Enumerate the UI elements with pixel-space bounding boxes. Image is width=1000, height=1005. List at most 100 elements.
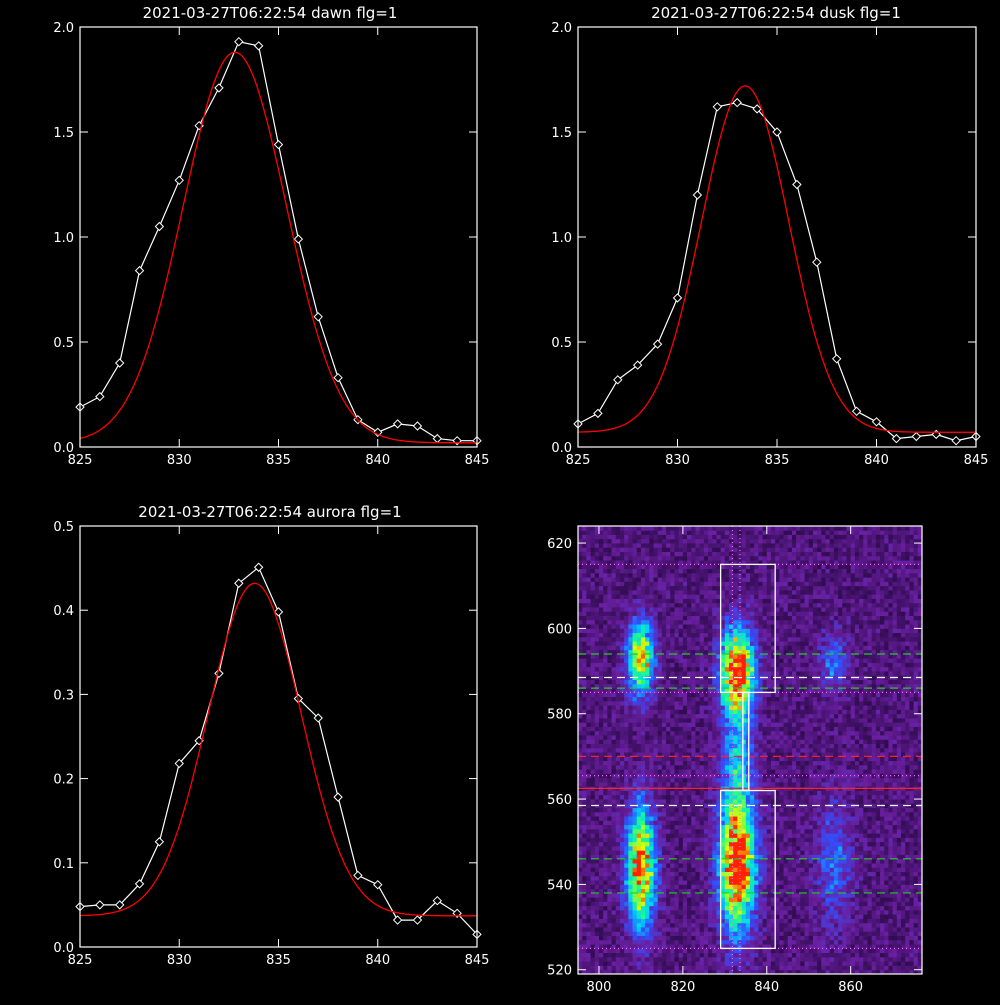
- heatmap-cell: [758, 850, 763, 855]
- heatmap-cell: [591, 953, 596, 958]
- heatmap-cell: [695, 893, 700, 898]
- heatmap-cell: [586, 620, 591, 625]
- heatmap-cell: [666, 940, 671, 945]
- heatmap-cell: [607, 569, 612, 574]
- heatmap-cell: [674, 637, 679, 642]
- heatmap-cell: [712, 611, 717, 616]
- heatmap-cell: [700, 901, 705, 906]
- heatmap-cell: [733, 709, 738, 714]
- heatmap-cell: [654, 607, 659, 612]
- heatmap-cell: [654, 914, 659, 919]
- heatmap-cell: [582, 842, 587, 847]
- heatmap-cell: [746, 927, 751, 932]
- heatmap-cell: [721, 543, 726, 548]
- heatmap-cell: [641, 927, 646, 932]
- heatmap-cell: [767, 833, 772, 838]
- heatmap-cell: [763, 641, 768, 646]
- heatmap-cell: [649, 543, 654, 548]
- heatmap-cell: [666, 859, 671, 864]
- heatmap-cell: [599, 919, 604, 924]
- heatmap-cell: [603, 867, 608, 872]
- heatmap-cell: [763, 722, 768, 727]
- heatmap-cell: [658, 535, 663, 540]
- heatmap-cell: [620, 884, 625, 889]
- heatmap-cell: [641, 727, 646, 732]
- heatmap-cell: [670, 940, 675, 945]
- heatmap-cell: [687, 863, 692, 868]
- heatmap-cell: [628, 731, 633, 736]
- heatmap-cell: [763, 833, 768, 838]
- heatmap-cell: [679, 910, 684, 915]
- heatmap-cell: [767, 735, 772, 740]
- heatmap-cell: [612, 795, 617, 800]
- heatmap-cell: [641, 701, 646, 706]
- heatmap-cell: [662, 825, 667, 830]
- heatmap-cell: [746, 859, 751, 864]
- heatmap-cell: [750, 795, 755, 800]
- heatmap-cell: [746, 837, 751, 842]
- heatmap-cell: [620, 731, 625, 736]
- heatmap-cell: [591, 611, 596, 616]
- heatmap-cell: [645, 872, 650, 877]
- heatmap-cell: [763, 731, 768, 736]
- heatmap-cell: [620, 641, 625, 646]
- heatmap-cell: [603, 829, 608, 834]
- heatmap-cell: [624, 573, 629, 578]
- heatmap-cell: [700, 948, 705, 953]
- heatmap-cell: [763, 586, 768, 591]
- heatmap-cell: [662, 671, 667, 676]
- heatmap-cell: [733, 901, 738, 906]
- heatmap-cell: [666, 897, 671, 902]
- heatmap-cell: [712, 825, 717, 830]
- heatmap-cell: [725, 761, 730, 766]
- heatmap-cell: [586, 654, 591, 659]
- heatmap-cell: [662, 530, 667, 535]
- heatmap-cell: [670, 872, 675, 877]
- heatmap-cell: [721, 620, 726, 625]
- heatmap-cell: [662, 680, 667, 685]
- heatmap-cell: [586, 556, 591, 561]
- aurora-data-point: [96, 901, 104, 909]
- heatmap-cell: [750, 526, 755, 531]
- heatmap-cell: [725, 893, 730, 898]
- heatmap-cell: [708, 893, 713, 898]
- heatmap-cell: [645, 663, 650, 668]
- heatmap-cell: [708, 744, 713, 749]
- heatmap-cell: [591, 628, 596, 633]
- heatmap-cell: [586, 940, 591, 945]
- heatmap-cell: [645, 633, 650, 638]
- heatmap-cell: [662, 705, 667, 710]
- heatmap-cell: [662, 701, 667, 706]
- heatmap-cell: [645, 671, 650, 676]
- heatmap-cell: [624, 897, 629, 902]
- heatmap-cell: [670, 765, 675, 770]
- heatmap-cell: [683, 914, 688, 919]
- heatmap-cell: [708, 829, 713, 834]
- heatmap-cell: [712, 842, 717, 847]
- heatmap-cell: [746, 645, 751, 650]
- heatmap-cell: [725, 957, 730, 962]
- heatmap-cell: [691, 820, 696, 825]
- heatmap-cell: [607, 769, 612, 774]
- heatmap-cell: [687, 727, 692, 732]
- heatmap-cell: [746, 820, 751, 825]
- heatmap-cell: [767, 795, 772, 800]
- heatmap-cell: [607, 718, 612, 723]
- heatmap-cell: [750, 897, 755, 902]
- heatmap-cell: [658, 594, 663, 599]
- heatmap-cell: [641, 842, 646, 847]
- heatmap-cell: [683, 526, 688, 531]
- heatmap-cell: [695, 906, 700, 911]
- heatmap-cell: [704, 530, 709, 535]
- heatmap-cell: [645, 923, 650, 928]
- heatmap-cell: [620, 633, 625, 638]
- heatmap-cell: [658, 663, 663, 668]
- heatmap-cell: [687, 739, 692, 744]
- heatmap-cell: [674, 628, 679, 633]
- heatmap-cell: [721, 940, 726, 945]
- heatmap-cell: [624, 590, 629, 595]
- heatmap-cell: [691, 590, 696, 595]
- heatmap-cell: [612, 667, 617, 672]
- heatmap-cell: [616, 739, 621, 744]
- heatmap-cell: [633, 552, 638, 557]
